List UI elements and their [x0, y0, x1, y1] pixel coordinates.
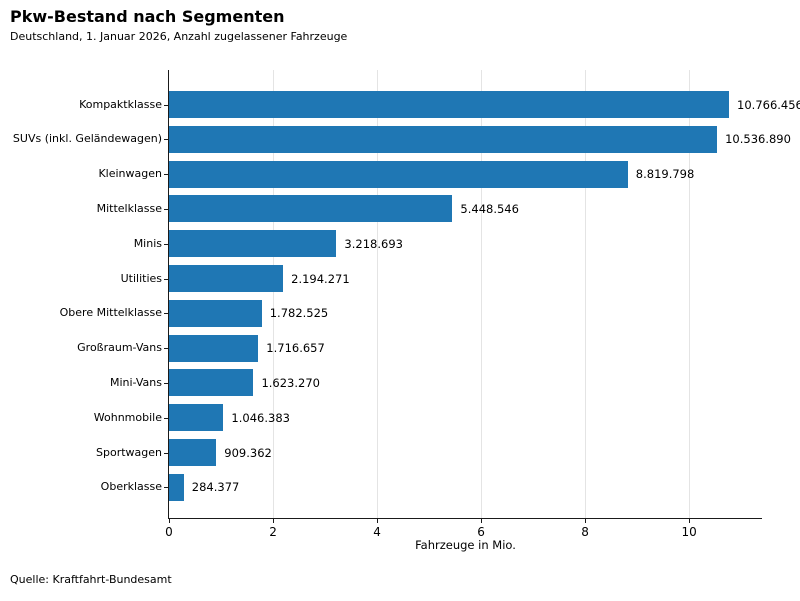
category-label: Obere Mittelklasse	[59, 306, 162, 320]
category-label: Sportwagen	[96, 445, 162, 459]
x-tick-label-6: 6	[477, 525, 485, 539]
x-tick-mark-0	[169, 519, 170, 523]
value-label: 1.623.270	[261, 375, 320, 390]
y-tick-mark	[164, 243, 168, 245]
x-tick-label-2: 2	[269, 525, 277, 539]
value-label: 284.377	[191, 480, 240, 495]
category-label: Kompaktklasse	[79, 97, 162, 111]
chart-subtitle: Deutschland, 1. Januar 2026, Anzahl zuge…	[10, 30, 348, 43]
value-label: 3.218.693	[344, 236, 403, 251]
y-tick-mark	[164, 348, 168, 350]
value-label: 5.448.546	[460, 201, 519, 216]
bar-mini-vans	[169, 369, 254, 397]
gridline-x-6	[481, 70, 483, 518]
x-tick-mark-4	[377, 519, 379, 523]
bar-utilities	[169, 265, 284, 292]
x-tick-label-10: 10	[681, 525, 697, 539]
y-tick-mark	[164, 139, 168, 141]
gridline-x-4	[377, 70, 379, 518]
chart-title: Pkw-Bestand nach Segmenten	[10, 7, 285, 26]
x-tick-mark-10	[689, 519, 691, 523]
x-tick-label-0: 0	[165, 525, 173, 539]
category-label: Oberklasse	[100, 480, 162, 494]
y-tick-mark	[164, 104, 168, 106]
x-axis-label: Fahrzeuge in Mio.	[415, 538, 516, 552]
gridline-x-8	[585, 70, 587, 518]
y-tick-mark	[164, 278, 168, 280]
category-label: SUVs (inkl. Geländewagen)	[12, 132, 162, 146]
value-label: 909.362	[224, 445, 272, 460]
bar-minis	[169, 230, 337, 258]
bar-suvs-inkl-gel-ndewagen-	[169, 125, 718, 153]
bar-kleinwagen	[169, 160, 628, 188]
bar-mittelklasse	[169, 195, 453, 223]
value-label: 8.819.798	[635, 167, 695, 182]
y-tick-mark	[164, 452, 168, 454]
y-tick-mark	[164, 417, 168, 419]
bar-oberklasse	[169, 473, 184, 501]
value-label: 10.766.456	[737, 97, 800, 112]
value-label: 2.194.271	[291, 271, 350, 286]
value-label: 10.536.890	[725, 132, 791, 147]
source-note: Quelle: Kraftfahrt-Bundesamt	[10, 573, 172, 586]
bar-sportwagen	[169, 439, 217, 466]
gridline-x-2	[273, 70, 275, 518]
category-label: Minis	[133, 236, 162, 250]
bar-obere-mittelklasse	[169, 299, 262, 327]
y-tick-mark	[164, 382, 168, 384]
y-tick-mark	[164, 208, 168, 210]
category-label: Großraum-Vans	[77, 341, 162, 355]
bar-gro-raum-vans	[169, 334, 259, 362]
category-label: Wohnmobile	[93, 410, 162, 424]
x-tick-label-8: 8	[581, 525, 589, 539]
category-label: Mittelklasse	[96, 201, 162, 215]
x-tick-mark-2	[273, 519, 275, 523]
x-tick-mark-8	[585, 519, 587, 523]
y-axis-spine	[168, 70, 169, 519]
category-label: Utilities	[120, 271, 162, 285]
y-tick-mark	[164, 487, 168, 489]
bar-wohnmobile	[169, 404, 224, 432]
value-label: 1.782.525	[269, 306, 329, 321]
bar-kompaktklasse	[169, 91, 730, 118]
value-label: 1.046.383	[231, 410, 290, 425]
x-axis-spine	[168, 518, 762, 519]
x-tick-mark-6	[481, 519, 483, 523]
category-label: Kleinwagen	[98, 167, 162, 181]
y-tick-mark	[164, 313, 168, 315]
gridline-x-10	[689, 70, 691, 518]
plot-area: Fahrzeuge in Mio. 0 2 4 6 8 10 Kompaktklasse 10…	[13, 70, 800, 552]
category-label: Mini-Vans	[109, 375, 162, 389]
y-tick-mark	[164, 174, 168, 176]
x-tick-label-4: 4	[373, 525, 381, 539]
value-label: 1.716.657	[266, 341, 325, 356]
